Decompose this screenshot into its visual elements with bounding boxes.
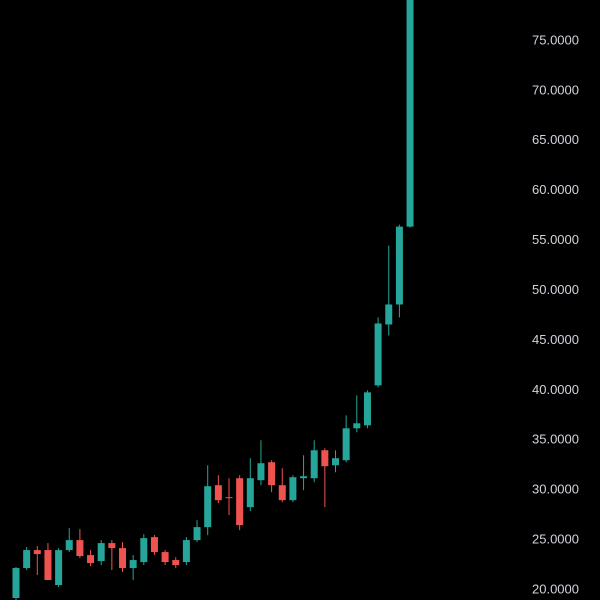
candle-body	[268, 462, 276, 486]
candle-body	[12, 568, 20, 599]
candle-body	[225, 497, 233, 499]
candle-body	[129, 560, 137, 569]
candle-body	[140, 538, 148, 563]
candle-body	[33, 550, 41, 555]
y-tick-label: 25.0000	[532, 532, 579, 547]
candle-body	[108, 543, 116, 549]
y-tick-label: 70.0000	[532, 82, 579, 97]
candle-body	[44, 550, 52, 581]
y-tick-label: 30.0000	[532, 482, 579, 497]
y-tick-label: 65.0000	[532, 132, 579, 147]
candle-body	[55, 550, 63, 586]
candle-body	[193, 527, 201, 541]
candle-body	[97, 543, 105, 562]
candle-body	[278, 485, 286, 501]
candle-body	[363, 392, 371, 426]
candle-body	[204, 486, 212, 528]
y-tick-label: 55.0000	[532, 232, 579, 247]
candle-body	[406, 0, 414, 227]
candle-body	[353, 423, 361, 429]
candle-body	[150, 537, 158, 553]
candle-body	[321, 450, 329, 467]
y-tick-label: 60.0000	[532, 182, 579, 197]
candle-body	[23, 550, 31, 569]
candle-body	[172, 560, 180, 566]
candle-body	[257, 463, 265, 481]
candle-body	[300, 476, 308, 479]
candle-body	[310, 450, 318, 479]
candle-body	[395, 226, 403, 305]
y-tick-label: 20.0000	[532, 581, 579, 596]
candle-body	[385, 304, 393, 325]
plot-area	[12, 0, 414, 600]
candle-body	[182, 540, 190, 563]
y-tick-label: 50.0000	[532, 282, 579, 297]
candle-body	[87, 555, 95, 564]
candle-body	[76, 540, 84, 557]
y-tick-label: 45.0000	[532, 332, 579, 347]
y-tick-label: 40.0000	[532, 382, 579, 397]
y-tick-label: 35.0000	[532, 432, 579, 447]
candle-body	[236, 478, 244, 526]
candle-body	[161, 552, 169, 563]
candle-body	[119, 548, 126, 569]
candle-body	[214, 485, 222, 501]
candle-body	[332, 458, 339, 466]
candle-body	[246, 478, 254, 508]
candle-body	[65, 540, 73, 551]
y-tick-label: 75.0000	[532, 32, 579, 47]
candle-body	[342, 428, 350, 461]
candle-body	[374, 323, 382, 386]
candle-body	[289, 477, 297, 501]
